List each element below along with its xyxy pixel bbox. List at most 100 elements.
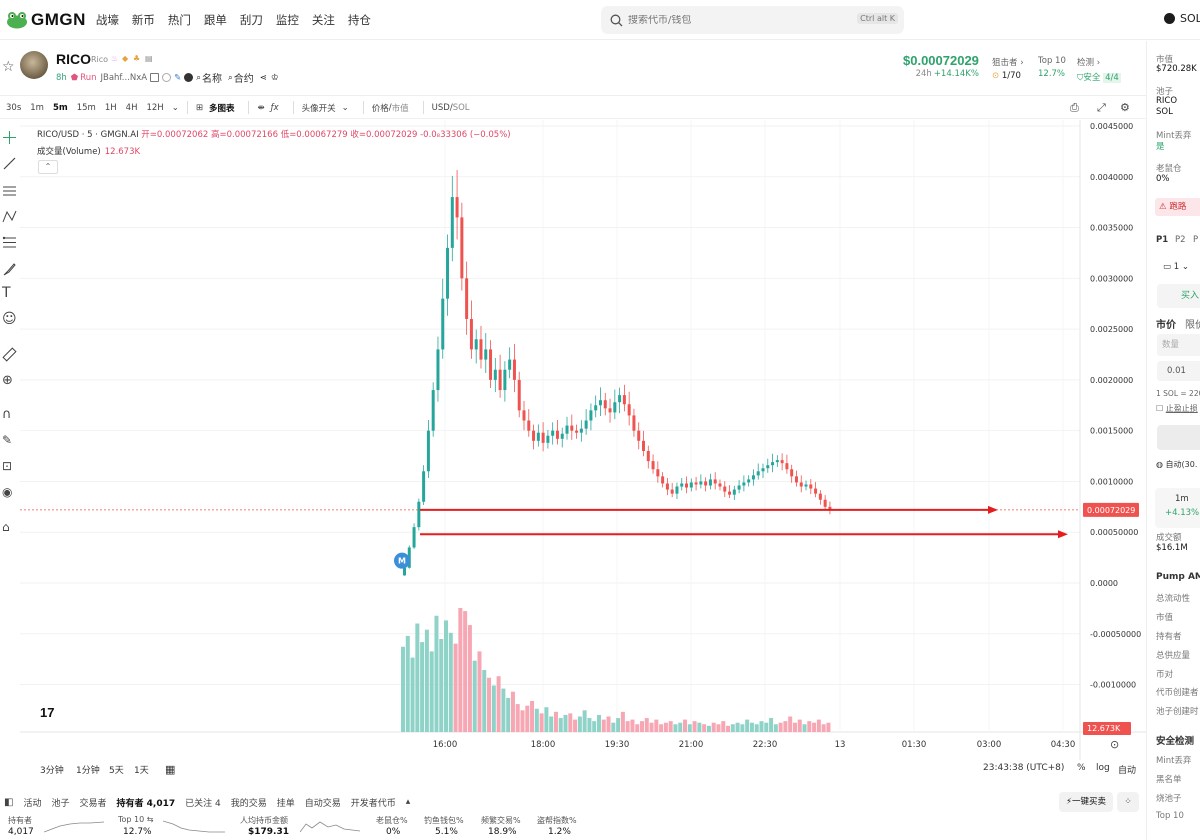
globe-icon: ◍ [1156, 460, 1163, 469]
amount-preset[interactable]: 0.01 [1157, 361, 1200, 381]
chart-area[interactable]: 0.0045000 0.0040000 0.0035000 0.0030000 0.00… [20, 120, 1146, 780]
nav-item-monitor[interactable]: 监控 [275, 12, 299, 27]
rp-preset-p3[interactable]: P [1193, 235, 1199, 245]
one-click-trade-button[interactable]: ⚡一键买卖 [1059, 792, 1113, 812]
rp-stop-checkbox[interactable]: ☐ 止盈止损 [1156, 404, 1198, 413]
settings-icon[interactable]: ⚙ [1120, 101, 1130, 114]
fullscreen-icon[interactable]: ⤢ [1097, 100, 1106, 114]
quantity-input[interactable]: 数量 [1157, 334, 1200, 356]
rp-market-tab[interactable]: 市价 [1156, 320, 1176, 331]
rp-preset-p2[interactable]: P2 [1175, 235, 1186, 245]
range-1d[interactable]: 1天 [134, 766, 149, 776]
tab-holders[interactable]: 持有者 4,017 [116, 798, 176, 809]
tab-my-trades[interactable]: 我的交易 [230, 798, 267, 809]
tab-orders[interactable]: 挂单 [276, 798, 295, 809]
mcap-toggle[interactable]: 市值 [391, 103, 409, 114]
log-scale-button[interactable]: log [1096, 763, 1110, 773]
tf-dropdown-icon[interactable]: ⌄ [171, 102, 179, 113]
search-box[interactable]: Ctrl alt K [601, 6, 904, 34]
logo[interactable]: GMGN [6, 10, 86, 30]
emoji-icon[interactable]: ☺ [2, 311, 17, 327]
horizontal-lines-icon[interactable] [2, 183, 17, 198]
rp-preset-p1[interactable]: P1 [1156, 235, 1169, 245]
nav-item-new[interactable]: 新币 [131, 12, 155, 27]
copy-icon[interactable] [150, 73, 160, 82]
share-icon[interactable]: ⋖ [259, 72, 267, 83]
pattern-icon[interactable] [2, 209, 17, 224]
rp-wallet-selector[interactable]: ▭ 1 ⌄ [1163, 262, 1189, 272]
calendar-icon[interactable]: ▦ [165, 763, 176, 776]
more-options-icon[interactable]: ⁘ [1117, 792, 1139, 812]
sol-toggle[interactable]: SOL [452, 102, 470, 113]
chart-clock[interactable]: 23:43:38 (UTC+8) [983, 763, 1065, 773]
price-toggle[interactable]: 价格 [371, 103, 389, 114]
chain-selector[interactable]: SOL [1164, 12, 1200, 25]
brush-icon[interactable] [2, 262, 17, 277]
crosshair-icon[interactable] [2, 130, 17, 145]
avatar-toggle-dropdown-icon[interactable]: ⌄ [341, 102, 349, 113]
nav-item-copytrade[interactable]: 跟单 [203, 12, 227, 27]
tab-activity[interactable]: 活动 [23, 798, 42, 809]
edit-icon[interactable]: ✎ [174, 72, 182, 83]
rp-limit-tab[interactable]: 限价 [1185, 320, 1200, 331]
search-input[interactable] [628, 14, 828, 26]
tf-12h[interactable]: 12H [146, 102, 164, 113]
pencil-lock-icon[interactable]: ✎ [2, 433, 13, 447]
nav-item-scraper[interactable]: 刮刀 [239, 12, 263, 27]
rp-auto[interactable]: ◍ 自动(30. [1156, 459, 1197, 470]
buy-tab-button[interactable]: 买入 [1157, 284, 1200, 308]
eye-icon[interactable]: ◉ [2, 485, 13, 499]
tab-following[interactable]: 已关注 4 [185, 798, 221, 809]
zoom-in-icon[interactable]: ⊕ [2, 373, 13, 388]
range-3min[interactable]: 3分钟 [40, 766, 64, 776]
compare-icon[interactable]: ⇼ [257, 102, 265, 113]
tradingview-logo[interactable]: 17 [40, 705, 55, 720]
tab-pool[interactable]: 池子 [51, 798, 70, 809]
usd-toggle[interactable]: USD [431, 102, 450, 113]
trend-line-icon[interactable] [2, 156, 17, 171]
token-address[interactable]: JBahf...NxA [100, 72, 148, 83]
tf-4h[interactable]: 4H [125, 102, 138, 113]
crown-icon[interactable]: ♔ [270, 72, 279, 83]
escape-button[interactable]: ⚠ 跑路 [1155, 198, 1200, 216]
text-tool-icon[interactable]: T [2, 285, 11, 301]
tab-auto-trade[interactable]: 自动交易 [304, 798, 341, 809]
top10-stat[interactable]: Top 10 12.7% [1038, 56, 1066, 79]
rp-timeframe-stat[interactable]: 1m +4.13% [1155, 488, 1200, 528]
contract-search-link[interactable]: 合约 [233, 74, 254, 85]
nav-item-trenches[interactable]: 战壕 [95, 12, 119, 27]
percent-scale-button[interactable]: % [1077, 763, 1086, 773]
avatar-toggle-button[interactable]: 头像开关 [301, 103, 336, 114]
snipers-stat[interactable]: 狙击者 › ⊙ 1/70 [992, 58, 1024, 81]
name-search-link[interactable]: 名称 [202, 74, 223, 85]
tf-1m[interactable]: 1m [30, 102, 44, 113]
tf-1h[interactable]: 1H [104, 102, 117, 113]
check-stat[interactable]: 检测 › ⛉安全 4/4 [1077, 58, 1121, 83]
magnet-icon[interactable]: ∩ [2, 407, 12, 422]
camera-icon[interactable]: ⎙ [1070, 100, 1079, 114]
panel-toggle-icon[interactable]: ◧ [4, 796, 14, 808]
circle-icon[interactable] [184, 73, 194, 82]
tab-expand-icon[interactable]: ▴ [405, 797, 411, 807]
nav-item-holdings[interactable]: 持仓 [347, 12, 371, 27]
auto-scale-button[interactable]: 自动 [1118, 766, 1137, 776]
multi-chart-button[interactable]: 多图表 [208, 103, 235, 114]
buy-submit-button[interactable] [1157, 425, 1200, 450]
indicator-icon[interactable]: ƒx [270, 102, 279, 113]
range-5d[interactable]: 5天 [109, 766, 124, 776]
tab-dev-tokens[interactable]: 开发者代币 [350, 798, 396, 809]
tf-15m[interactable]: 15m [76, 102, 96, 113]
nav-item-follow[interactable]: 关注 [311, 12, 335, 27]
candlestick-chart[interactable]: 0.0045000 0.0040000 0.0035000 0.0030000 0.00… [20, 120, 1146, 760]
nav-item-trending[interactable]: 热门 [167, 12, 191, 27]
tab-traders[interactable]: 交易者 [79, 798, 107, 809]
ruler-icon[interactable] [2, 347, 17, 362]
tf-5m[interactable]: 5m [52, 102, 68, 113]
tf-30s[interactable]: 30s [6, 102, 22, 113]
lock-icon[interactable]: ⊡ [2, 459, 13, 473]
collapse-legend-button[interactable]: ⌃ [38, 160, 58, 174]
trash-icon[interactable]: ⌂ [2, 520, 10, 534]
range-1min[interactable]: 1分钟 [76, 766, 100, 776]
favorite-star-icon[interactable]: ☆ [2, 59, 15, 75]
fib-icon[interactable] [2, 235, 17, 250]
